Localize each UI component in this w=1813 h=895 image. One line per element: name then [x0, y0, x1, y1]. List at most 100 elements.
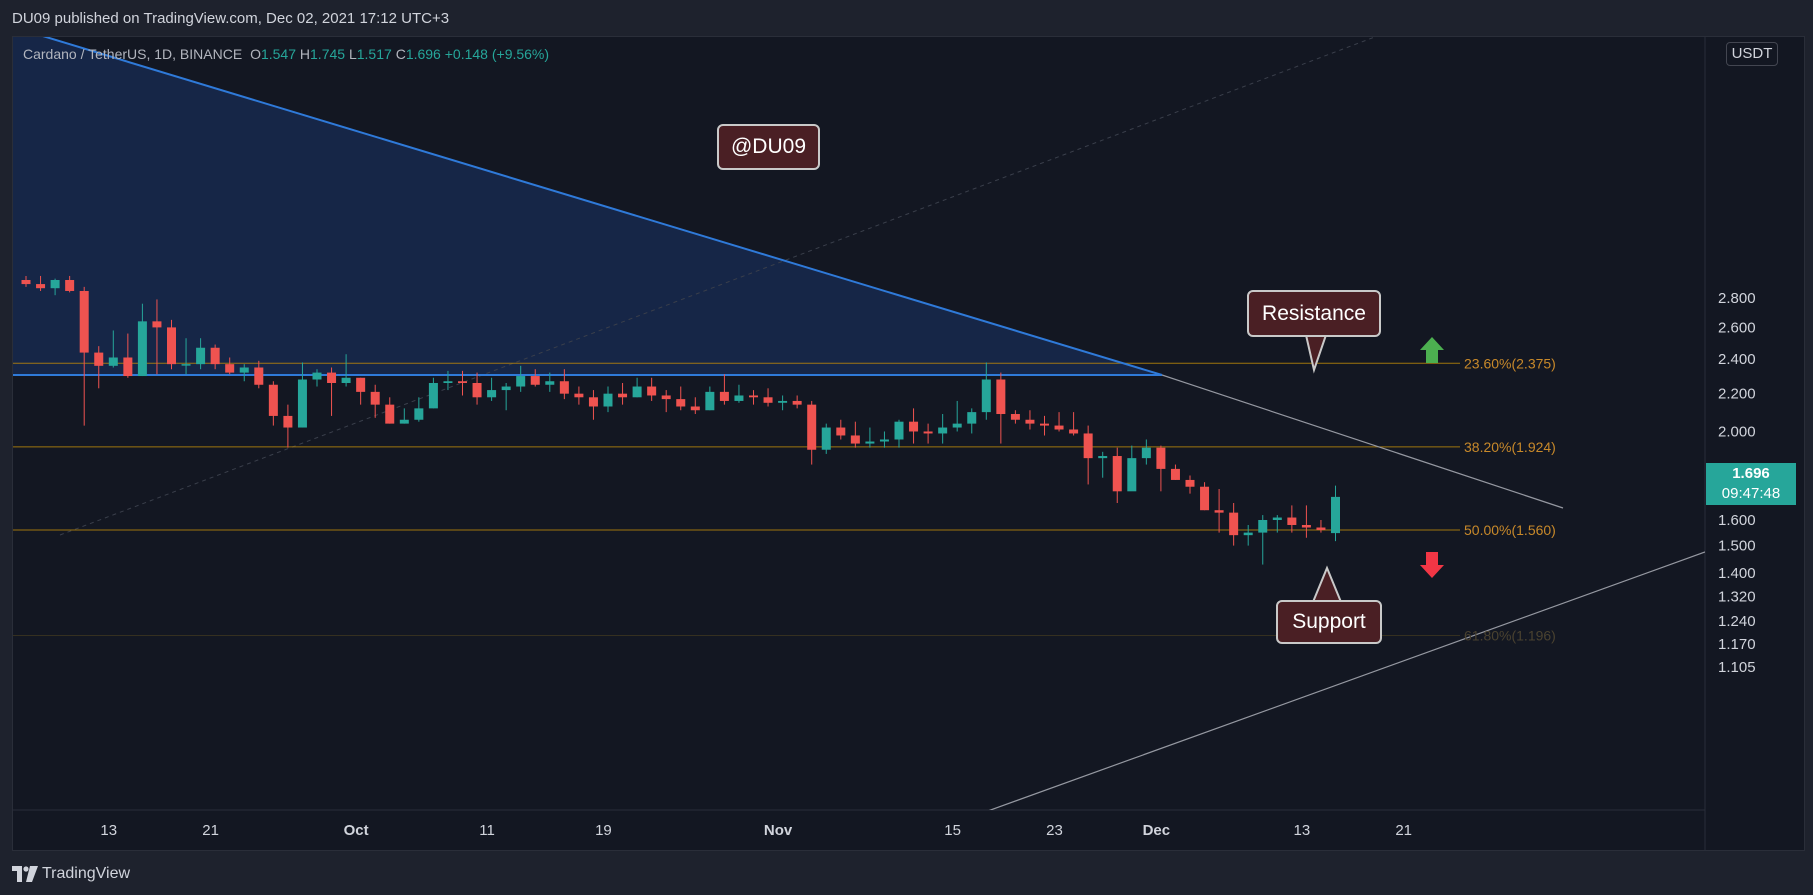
candle-body	[865, 441, 875, 444]
open-label: O	[250, 46, 261, 62]
candle	[894, 419, 904, 448]
candle	[327, 367, 337, 416]
candle	[865, 427, 875, 448]
candle-body	[836, 427, 846, 436]
candle	[661, 390, 671, 413]
candle	[108, 330, 118, 368]
candle	[443, 370, 453, 391]
x-tick-label: 21	[1395, 822, 1412, 839]
x-tick-label: 15	[944, 822, 961, 839]
author-watermark: @DU09	[717, 124, 820, 170]
candle-body	[1010, 414, 1020, 420]
candle	[268, 381, 278, 426]
candle	[807, 400, 817, 465]
candle	[1083, 425, 1093, 485]
candle	[50, 278, 60, 296]
candle-body	[297, 379, 307, 428]
x-tick-label: 23	[1046, 822, 1063, 839]
y-tick-label: 1.500	[1718, 538, 1756, 555]
candle	[1185, 475, 1195, 494]
publish-header: DU09 published on TradingView.com, Dec 0…	[0, 0, 1813, 36]
candle	[967, 408, 977, 434]
candle-body	[1331, 496, 1340, 534]
candle-body	[327, 372, 337, 383]
candle-body	[661, 395, 671, 400]
chart-legend: Cardano / TetherUS, 1D, BINANCE O1.547 H…	[23, 46, 549, 62]
candle-body	[1069, 429, 1079, 434]
currency-button[interactable]: USDT	[1726, 42, 1778, 66]
candle	[705, 386, 715, 411]
low-value: 1.517	[356, 46, 392, 62]
candle-body	[690, 406, 700, 411]
candle	[996, 372, 1006, 444]
candle	[21, 275, 31, 287]
candle-body	[1200, 486, 1210, 511]
candle-body	[181, 364, 191, 366]
candle-body	[996, 379, 1006, 415]
candle-body	[196, 347, 206, 365]
fib-level-label: 23.60%(2.375)	[1464, 355, 1556, 371]
candle-body	[414, 408, 424, 420]
candle-body	[530, 376, 540, 385]
x-tick-label: Dec	[1143, 822, 1171, 839]
candle-body	[1214, 510, 1224, 513]
x-tick-label: 11	[479, 822, 495, 839]
candle-body	[167, 327, 176, 365]
candle	[152, 299, 162, 375]
candle	[472, 372, 482, 405]
candle-body	[1301, 524, 1311, 528]
candle	[1316, 520, 1326, 533]
candle	[1127, 445, 1137, 492]
candle	[909, 408, 919, 444]
candle-body	[618, 393, 628, 398]
x-tick-label: 13	[1294, 822, 1311, 839]
candle-body	[588, 397, 598, 407]
candle	[254, 360, 264, 389]
candle-body	[254, 367, 264, 385]
candle	[196, 338, 206, 370]
candle	[690, 397, 700, 415]
publisher-info: DU09 published on TradingView.com, Dec 0…	[12, 10, 450, 27]
candle	[458, 370, 467, 396]
candle-body	[545, 381, 555, 385]
candle	[981, 362, 991, 420]
candle	[618, 382, 628, 405]
y-tick-label: 1.600	[1718, 512, 1756, 529]
candle	[545, 372, 555, 392]
x-tick-label: Oct	[344, 822, 369, 839]
candle-body	[952, 423, 962, 428]
support-callout-pointer	[1311, 565, 1343, 603]
candle-body	[225, 364, 235, 373]
candle	[1141, 439, 1151, 465]
candle	[36, 275, 46, 291]
up-arrow-icon	[1420, 337, 1444, 363]
candle	[1200, 482, 1210, 511]
candle-body	[705, 391, 715, 411]
symbol-label: Cardano / TetherUS, 1D, BINANCE	[23, 46, 243, 62]
candle-body	[268, 384, 278, 416]
candle-body	[1040, 423, 1049, 426]
candle	[719, 374, 729, 405]
candle-body	[938, 427, 948, 434]
support-callout: Support	[1276, 600, 1382, 644]
candle-body	[792, 400, 802, 405]
candle-body	[152, 321, 162, 328]
candle-body	[487, 390, 497, 398]
candle-body	[312, 372, 322, 380]
candle-body	[719, 391, 729, 401]
candle-body	[50, 279, 60, 289]
bar-countdown: 09:47:48	[1721, 485, 1781, 502]
candle-body	[399, 419, 409, 424]
candle	[938, 414, 948, 444]
candle	[676, 386, 686, 411]
y-tick-label: 2.200	[1718, 386, 1756, 403]
candle	[763, 388, 773, 407]
candle	[1170, 464, 1180, 480]
candle-body	[909, 421, 919, 432]
candle-body	[458, 381, 467, 383]
last-price-tag: 1.696 09:47:48	[1706, 463, 1796, 505]
candle	[65, 275, 75, 293]
candle-body	[647, 386, 657, 396]
candle-body	[1156, 447, 1166, 469]
